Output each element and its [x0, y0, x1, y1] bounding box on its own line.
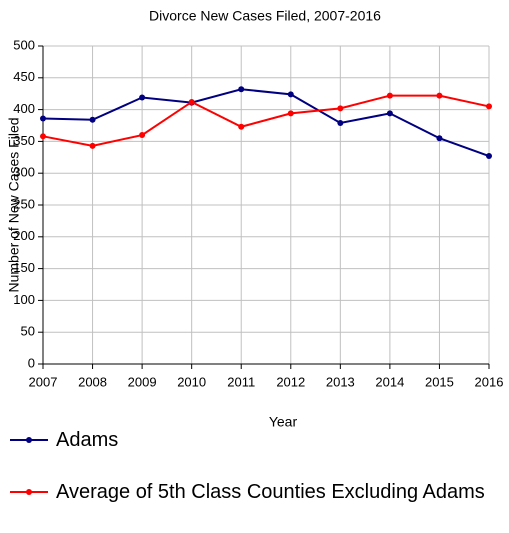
legend-label: Average of 5th Class Counties Excluding …	[56, 481, 485, 503]
point	[486, 103, 492, 110]
point	[486, 153, 492, 160]
legend-marker	[26, 489, 32, 495]
y-tick-label: 300	[13, 165, 35, 180]
x-tick-label: 2011	[227, 374, 255, 389]
point	[238, 123, 245, 130]
x-tick-label: 2012	[276, 374, 305, 389]
y-tick-label: 450	[13, 69, 35, 84]
y-axis-label: Number of New Cases Filed	[6, 117, 22, 292]
y-tick-label: 150	[13, 260, 35, 275]
x-axis-label: Year	[269, 414, 298, 430]
y-tick-label: 100	[13, 292, 35, 307]
point	[89, 142, 96, 149]
x-tick-label: 2010	[177, 374, 206, 389]
x-tick-label: 2014	[375, 374, 404, 389]
point	[386, 92, 393, 99]
point	[287, 110, 294, 117]
point	[89, 116, 96, 123]
point	[386, 110, 393, 117]
x-tick-label: 2007	[29, 374, 58, 389]
point	[139, 94, 146, 101]
point	[40, 115, 46, 122]
x-tick-label: 2015	[425, 374, 454, 389]
chart: Divorce New Cases Filed, 2007-2016 Year …	[6, 8, 504, 430]
point	[139, 132, 146, 139]
x-tick-label: 2016	[475, 374, 504, 389]
point	[337, 119, 344, 126]
y-tick-label: 400	[13, 101, 35, 116]
point	[436, 92, 443, 99]
y-tick-label: 350	[13, 133, 35, 148]
point	[40, 133, 46, 140]
chart-title: Divorce New Cases Filed, 2007-2016	[149, 8, 381, 24]
legend-marker	[26, 437, 32, 443]
y-tick-label: 250	[13, 196, 35, 211]
y-tick-label: 200	[13, 228, 35, 243]
y-tick-label: 50	[21, 324, 35, 339]
point	[436, 135, 443, 142]
x-tick-label: 2013	[326, 374, 355, 389]
point	[238, 86, 245, 93]
series-line	[42, 88, 490, 157]
legend-swatch	[10, 489, 48, 495]
series-line	[42, 94, 490, 147]
legend-item: Average of 5th Class Counties Excluding …	[8, 479, 488, 505]
point	[287, 91, 294, 98]
legend-item: Adams	[8, 427, 488, 453]
point	[337, 105, 344, 112]
legend-label: Adams	[56, 429, 119, 451]
x-tick-label: 2008	[78, 374, 107, 389]
y-tick-label: 0	[28, 355, 35, 370]
point	[188, 98, 195, 105]
y-tick-label: 500	[13, 37, 35, 52]
x-tick-label: 2009	[128, 374, 157, 389]
legend-swatch	[10, 437, 48, 443]
